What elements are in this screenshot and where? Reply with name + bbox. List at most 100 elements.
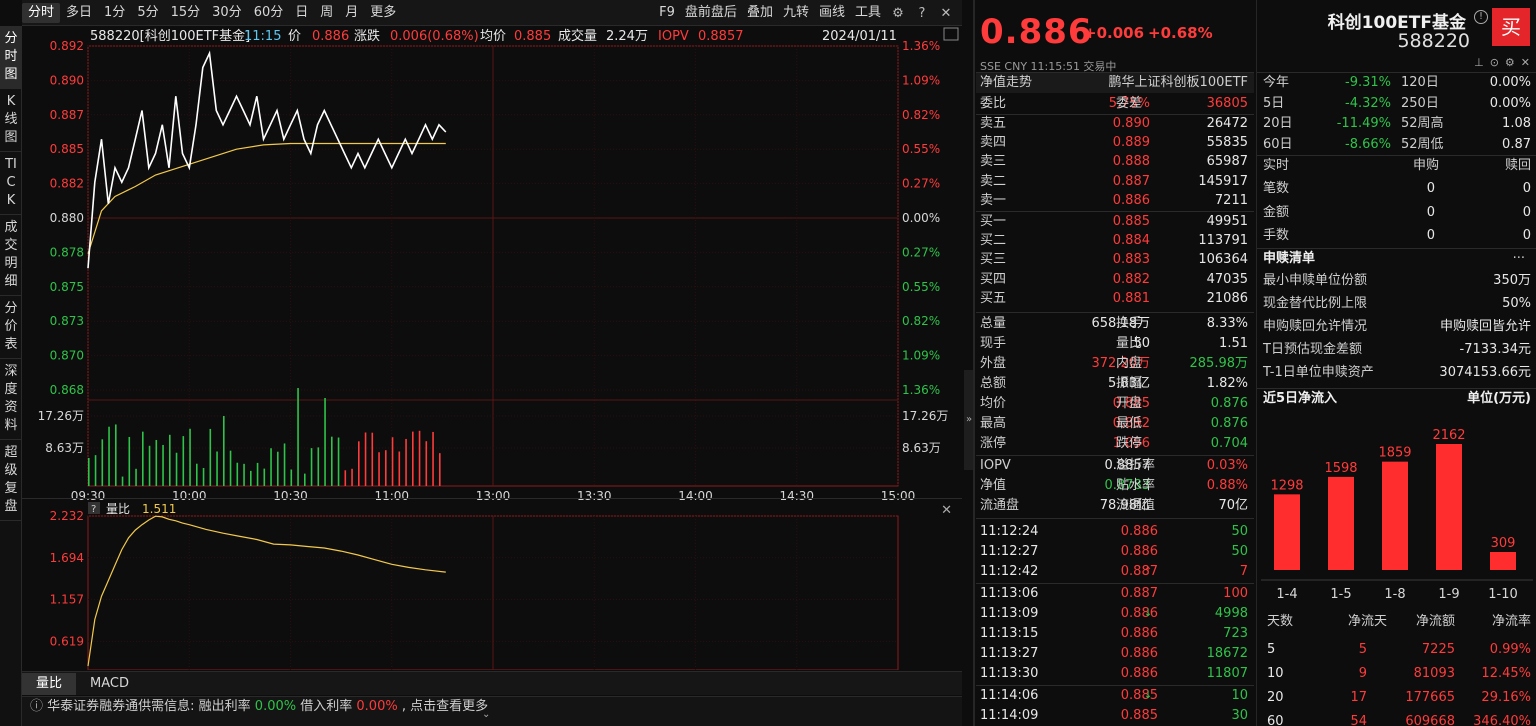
toolbar-button[interactable]: 盘前盘后	[684, 5, 737, 20]
stat-value: 1.056	[1112, 436, 1150, 451]
weibi-row: 委比 5.75% 委差 36805	[976, 94, 1254, 114]
left-nav-item[interactable]: 超级复盘	[0, 440, 22, 521]
left-nav-item[interactable]: 深度资料	[0, 359, 22, 440]
stat-row: 总额 5.83亿 振幅 1.82%	[976, 374, 1254, 394]
toolbar-button[interactable]: 画线	[818, 5, 845, 20]
chart-svg[interactable]: 588220[科创100ETF基金]11:15 价 0.886 涨跌 0.006(0.6…	[22, 26, 962, 671]
period-tab[interactable]: 月	[345, 5, 359, 20]
flow-days: 60	[1267, 714, 1284, 726]
volume-bar	[378, 452, 380, 486]
header-time: 11:15	[244, 29, 281, 44]
left-nav-item[interactable]: 分时图	[0, 26, 22, 89]
period-tab[interactable]: 60分	[253, 5, 284, 20]
expand-panel-handle[interactable]: »	[964, 370, 974, 470]
volume-tick: 8.63万	[45, 441, 84, 455]
stat-row: 现手 50 量比 1.51	[976, 334, 1254, 354]
more-icon[interactable]: ···	[1512, 251, 1525, 266]
nav-trend-label[interactable]: 净值走势	[980, 75, 1033, 90]
intraday-chart[interactable]: 588220[科创100ETF基金] 11:15 价 0.886 涨跌 0.006(0.6…	[22, 26, 962, 671]
period-tab[interactable]: 更多	[370, 5, 397, 20]
period-tab[interactable]: 日	[295, 5, 309, 20]
close-icon[interactable]: ✕	[940, 5, 952, 21]
realtime-header-label: 赎回	[1504, 158, 1531, 173]
volume-bar	[101, 439, 104, 486]
stat-value: 70亿	[1218, 498, 1248, 513]
buy-button[interactable]: 买	[1492, 8, 1530, 46]
y-tick-left: 0.890	[50, 73, 84, 87]
info-icon[interactable]: !	[1474, 10, 1488, 24]
volume-bar	[304, 473, 306, 486]
realtime-label: 笔数	[1263, 181, 1290, 196]
trade-volume: 30	[1231, 708, 1248, 723]
chevron-down-icon[interactable]: ⌄	[482, 709, 491, 720]
period-tab[interactable]: 周	[320, 5, 334, 20]
help-icon[interactable]: ?	[918, 5, 926, 21]
window-icon[interactable]	[943, 27, 959, 41]
flow-pos-days: 5	[1358, 642, 1367, 657]
gear-icon[interactable]: ⚙	[892, 5, 904, 21]
y-tick-right: 1.09%	[902, 73, 940, 87]
toolbar-button[interactable]: 工具	[854, 5, 881, 20]
stat-label: 均价	[980, 396, 1007, 411]
period-tab[interactable]: 5分	[137, 5, 159, 20]
quote-panel: 0.886 +0.006 +0.68% SSE CNY 11:15:51 交易中…	[976, 0, 1254, 726]
trade-time: 11:13:09	[980, 606, 1039, 621]
bid-row[interactable]: 买五 0.881 21086	[976, 289, 1254, 309]
ask-row[interactable]: 卖二 0.887 145917	[976, 172, 1254, 192]
left-nav-item[interactable]: 分价表	[0, 296, 22, 359]
list-title: 申赎清单	[1263, 251, 1316, 266]
period-tab[interactable]: 15分	[170, 5, 201, 20]
trade-time: 11:12:42	[980, 564, 1039, 579]
perf-row: 20日 -11.49% 52周高 1.08	[1257, 114, 1536, 134]
indicator-tab[interactable]: 量比	[22, 672, 77, 695]
volume-bar	[182, 436, 185, 486]
bid-row[interactable]: 买三 0.883 106364	[976, 250, 1254, 270]
ask-row[interactable]: 卖五 0.890 26472	[976, 114, 1254, 134]
period-tab[interactable]: 分时	[22, 3, 61, 23]
indicator-tab[interactable]: MACD	[90, 675, 129, 691]
indicator-title: 量比	[106, 502, 130, 516]
realtime-label: 金额	[1263, 204, 1290, 220]
pin-icon[interactable]: ⊥	[1474, 56, 1484, 69]
ask-row[interactable]: 卖四 0.889 55835	[976, 133, 1254, 153]
settings-icon[interactable]: ⚙	[1504, 56, 1515, 69]
realtime-red: 0	[1522, 181, 1531, 196]
index-name: 鹏华上证科创板100ETF	[1108, 75, 1248, 90]
stat-value: 50	[1133, 336, 1150, 351]
stat-label: 贴水率	[1116, 478, 1156, 493]
info-ticker[interactable]: ⓘ 华泰证券融券通供需信息: 融出利率 0.00% 借入利率 0.00% , 点…	[22, 696, 962, 726]
realtime-row: 手数 0 0	[1257, 226, 1536, 246]
y-tick-right: 0.00%	[902, 211, 940, 225]
volume-bar	[148, 445, 151, 486]
x-tick: 14:00	[678, 489, 713, 503]
left-nav-item[interactable]: K线图	[0, 89, 22, 152]
bid-row[interactable]: 买四 0.882 47035	[976, 270, 1254, 290]
period-tab[interactable]: 多日	[66, 5, 93, 20]
bid-row[interactable]: 买一 0.885 49951	[976, 212, 1254, 232]
toolbar-button[interactable]: F9	[659, 5, 675, 20]
close-icon[interactable]: ✕	[1520, 56, 1530, 69]
toolbar-button[interactable]: 九转	[782, 5, 809, 20]
period-tab[interactable]: 30分	[212, 5, 242, 20]
close-icon[interactable]: ✕	[941, 503, 952, 518]
y-tick-left: 0.875	[50, 280, 84, 294]
ask-row[interactable]: 卖三 0.888 65987	[976, 152, 1254, 172]
trade-price: 0.885	[1120, 708, 1158, 723]
bid-volume: 49951	[1206, 214, 1248, 229]
period-tab[interactable]: 1分	[104, 5, 126, 20]
bid-price: 0.883	[1112, 252, 1150, 268]
lock-icon[interactable]: ⊙	[1489, 56, 1499, 69]
stat-value: 0.876	[1210, 396, 1248, 411]
bid-row[interactable]: 买二 0.884 113791	[976, 231, 1254, 251]
ticker-suffix[interactable]: , 点击查看更多	[401, 699, 489, 714]
volume-bar	[344, 470, 347, 486]
ask-row[interactable]: 卖一 0.886 7211	[976, 191, 1254, 211]
inflow-category: 1-9	[1438, 587, 1459, 602]
chart-header: 588220[科创100ETF基金]11:15 价 0.886 涨跌 0.006(0.6…	[90, 28, 897, 44]
help-icon[interactable]	[88, 502, 100, 514]
weibi-value: 5.75%	[1108, 96, 1150, 111]
nav-trend-row[interactable]: 净值走势 鹏华上证科创板100ETF	[976, 73, 1254, 93]
left-nav-item[interactable]: 成交明细	[0, 215, 22, 296]
toolbar-button[interactable]: 叠加	[746, 5, 773, 20]
left-nav-item[interactable]: TICK	[0, 152, 22, 215]
